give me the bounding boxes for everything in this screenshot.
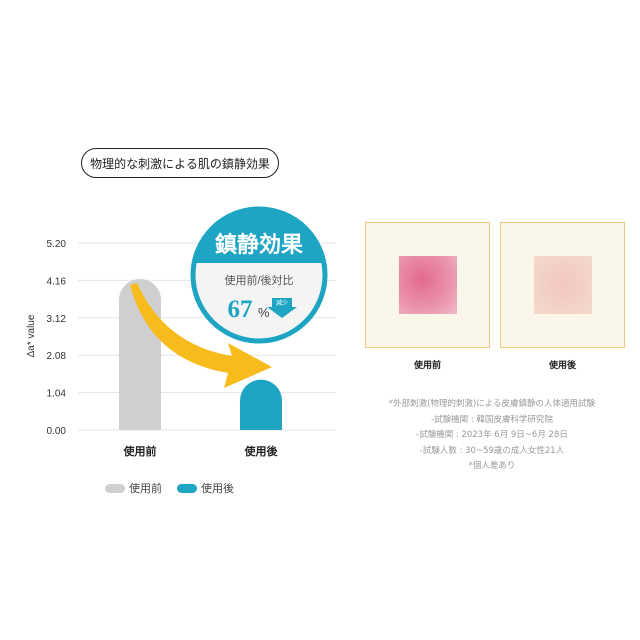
reduction-badge: 鎮静効果 使用前/後対比 67 % 減少 [190, 206, 328, 344]
y-tick-label: 4.16 [47, 276, 67, 287]
note-line: -試験機関 : 韓国皮膚科学研究院 [431, 414, 553, 425]
bar-chart: Δa* value 0.001.042.083.124.165.20 使用前 使用… [26, 206, 336, 495]
badge-tag: 減少 [276, 299, 288, 307]
note-line: -試験機関 : 2023年 6月 9日~6月 28日 [416, 430, 568, 440]
legend-swatch [177, 484, 197, 493]
y-axis-label: Δa* value [26, 314, 37, 357]
note-line: *外部刺激(物理的刺激)による皮膚鎮静の人体適用試験 [388, 399, 596, 409]
y-tick-label: 3.12 [47, 314, 67, 325]
y-tick-label: 0.00 [47, 426, 67, 437]
legend-swatch [105, 484, 125, 493]
badge-title: 鎮静効果 [215, 232, 303, 257]
bar-after [240, 379, 282, 430]
note-line: -試験人数 : 30~59歳の成人女性21人 [419, 445, 565, 456]
y-tick-label: 2.08 [47, 351, 67, 362]
y-tick-label: 5.20 [47, 239, 67, 250]
test-notes: *外部刺激(物理的刺激)による皮膚鎮静の人体適用試験 -試験機関 : 韓国皮膚科… [362, 397, 622, 475]
badge-unit: % [258, 305, 270, 320]
section-heading: 物理的な刺激による肌の鎮静効果 [81, 148, 279, 178]
before-photo-label: 使用前 [413, 361, 441, 371]
after-photo [500, 222, 625, 348]
badge-value: 67 [228, 296, 253, 323]
badge-subtitle: 使用前/後対比 [224, 273, 293, 287]
after-photo-label: 使用後 [548, 361, 576, 371]
x-tick-label: 使用後 [244, 444, 279, 458]
legend-label: 使用前 [129, 481, 162, 495]
before-photo [365, 222, 490, 348]
trend-arrow [130, 283, 272, 388]
note-line: *個人差あり [468, 461, 516, 471]
y-tick-label: 1.04 [47, 389, 67, 400]
x-tick-label: 使用前 [123, 444, 157, 458]
legend-label: 使用後 [201, 481, 234, 495]
down-arrow-icon [267, 298, 297, 318]
